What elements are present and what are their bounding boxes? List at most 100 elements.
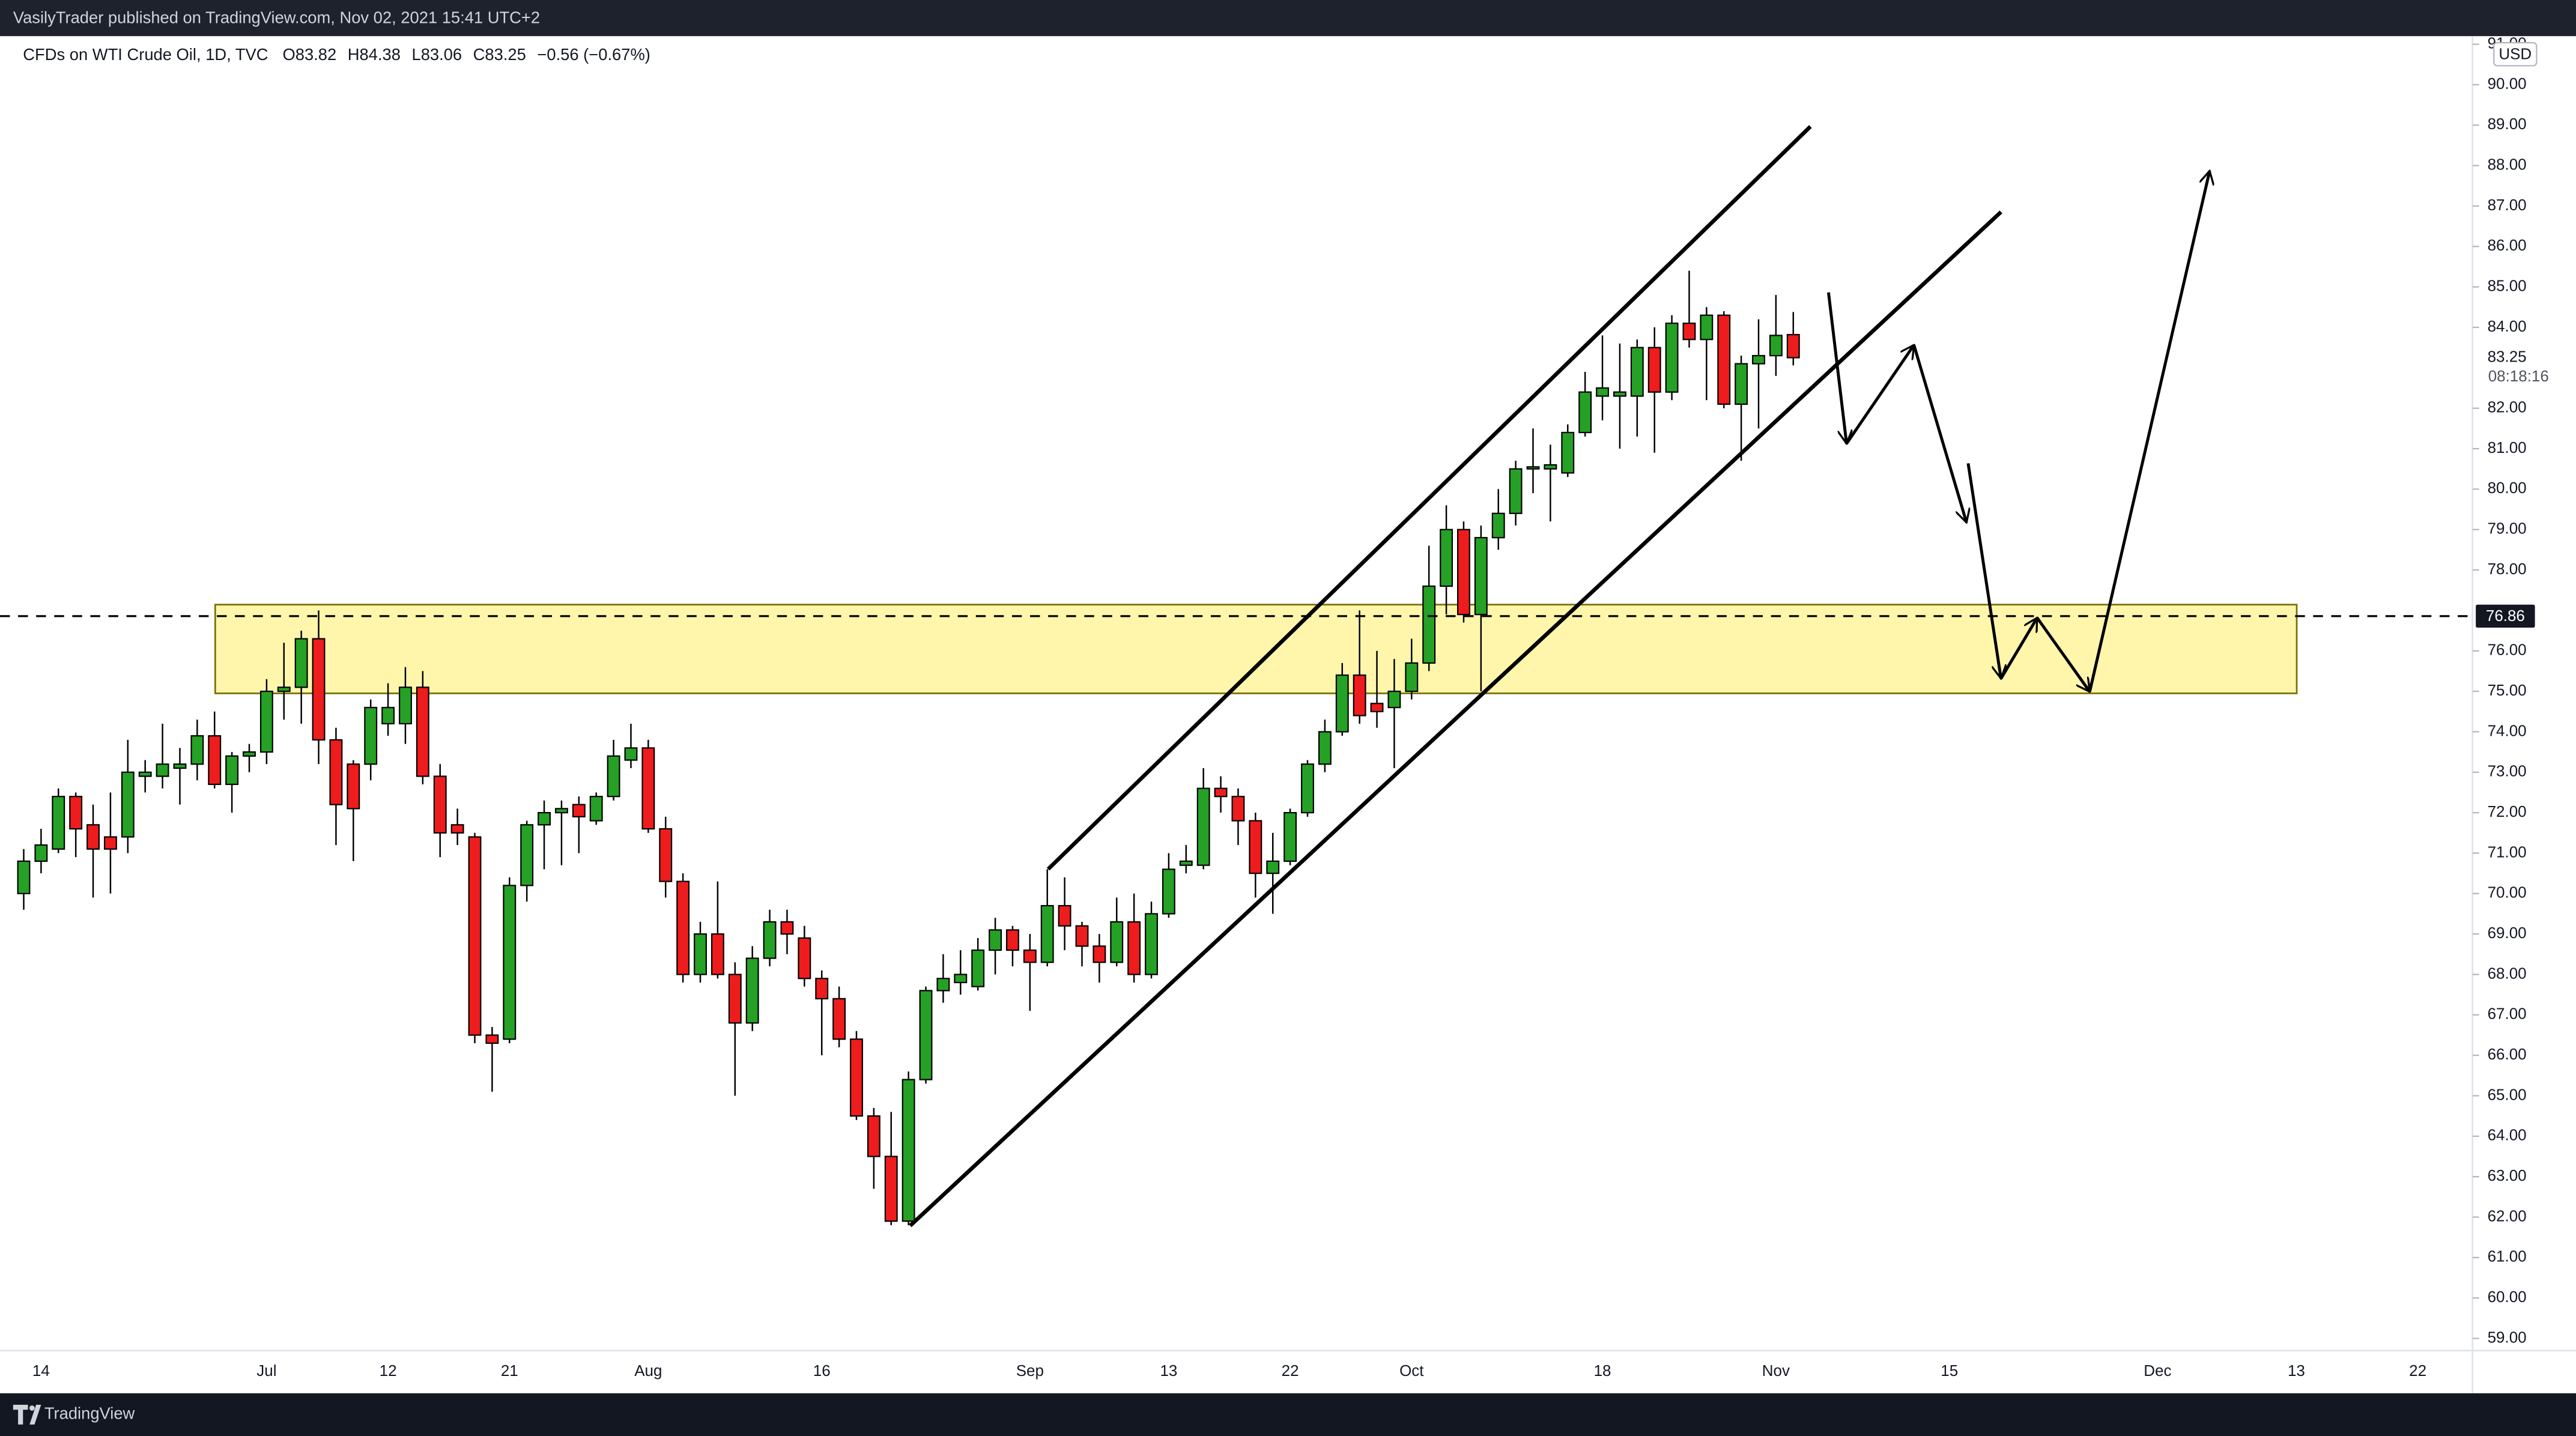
candle-body [1058,904,1071,927]
y-tick-label: 73.00 [2488,762,2527,780]
y-tick-label: 89.00 [2488,115,2527,133]
support-zone [214,604,2298,694]
y-tick-label: 64.00 [2488,1126,2527,1144]
candle-body [1596,387,1609,397]
tradingview-logo [13,1405,41,1425]
candle-body [1283,812,1297,862]
candle-body [1735,363,1748,405]
candle-body [503,885,517,1040]
candle-body [259,691,273,753]
x-tick-label: Oct [1399,1362,1424,1380]
y-tick-label: 66.00 [2488,1045,2527,1063]
candle-body [520,824,534,886]
candle-body [1387,691,1401,709]
x-tick-label: 15 [1941,1362,1958,1380]
candle-body [1231,796,1245,822]
candle-body [1214,787,1228,798]
top-bar [0,0,2576,37]
candle-body [780,921,794,935]
y-tick-label: 75.00 [2488,681,2527,699]
y-tick-label: 59.00 [2488,1328,2527,1346]
candle-body [832,998,846,1040]
y-tick-label: 62.00 [2488,1207,2527,1225]
x-tick-label: Dec [2144,1362,2171,1380]
candle-body [1093,945,1106,963]
x-tick-label: 13 [1160,1362,1177,1380]
arrow [2035,617,2091,692]
candle-body [1196,787,1210,866]
y-tick-label: 68.00 [2488,964,2527,982]
y-tick-label: 80.00 [2488,479,2527,497]
y-tick-label: 79.00 [2488,520,2527,538]
candle-body [971,949,985,987]
candle-body [936,978,950,992]
y-tick-label: 67.00 [2488,1005,2527,1023]
channel-upper [1046,125,1812,871]
legend-low: L83.06 [411,45,462,64]
candle-body [1509,468,1523,514]
candle-body [867,1115,880,1157]
candle-body [1786,334,1800,359]
candle-body [1544,464,1557,470]
candle-body [156,763,169,777]
y-tick-label: 65.00 [2488,1085,2527,1103]
candle-body [294,638,308,688]
candle-body [607,755,620,798]
candle-body [381,706,395,725]
candle-body [173,763,187,769]
candle-body [1405,662,1419,692]
y-tick-label: 63.00 [2488,1166,2527,1184]
publisher-text: VasilyTrader published on TradingView.co… [13,8,540,27]
currency-box[interactable] [2493,42,2538,67]
candle-body [538,812,551,826]
projection-arrows [1826,171,2210,692]
y-tick-label: 61.00 [2488,1247,2527,1265]
candle-body [103,836,117,850]
channel-lower [909,210,2002,1228]
candle-body [919,990,933,1080]
candle-body [745,957,759,1024]
candle-body [1647,347,1661,393]
y-tick-label: 76.00 [2488,641,2527,659]
candle-body [1491,512,1505,539]
price-line-label-box [2476,604,2535,628]
logo-part [13,1405,28,1425]
candle-body [641,747,655,830]
candle-body [798,937,811,980]
currency-label: USD [2499,45,2532,63]
candle-body [1179,860,1193,866]
candle-body [711,933,724,975]
x-tick-label: Aug [634,1362,662,1380]
candle-body [554,808,568,814]
legend-high: H84.38 [348,45,401,64]
legend-open: O83.82 [283,45,337,64]
y-tick-label: 82.00 [2488,398,2527,416]
candle-body [52,796,65,850]
arrow [1966,463,2001,678]
arrow [2088,171,2210,692]
candle-body [902,1079,915,1222]
candle-body [1075,925,1089,947]
candle-body [1752,355,1765,365]
x-tick-label: Sep [1016,1362,1044,1380]
y-tick-label: 74.00 [2488,721,2527,739]
arrow [1845,345,1915,445]
y-tick-label: 87.00 [2488,196,2527,214]
candle-body [121,771,135,838]
candle-body [1370,703,1384,712]
y-tick-label: 90.00 [2488,74,2527,92]
last-price-label: 83.25 [2488,347,2527,365]
legend-change: −0.56 (−0.67%) [537,45,650,64]
candle-body [763,921,777,959]
legend-close: C83.25 [473,45,526,64]
y-tick-label: 88.00 [2488,156,2527,174]
y-tick-label: 71.00 [2488,843,2527,861]
x-tick-label: 13 [2288,1362,2305,1380]
candle-body [1457,529,1470,616]
y-tick-label: 78.00 [2488,560,2527,578]
candle-body [1578,391,1592,434]
candle-body [208,735,222,786]
candle-body [815,978,829,999]
